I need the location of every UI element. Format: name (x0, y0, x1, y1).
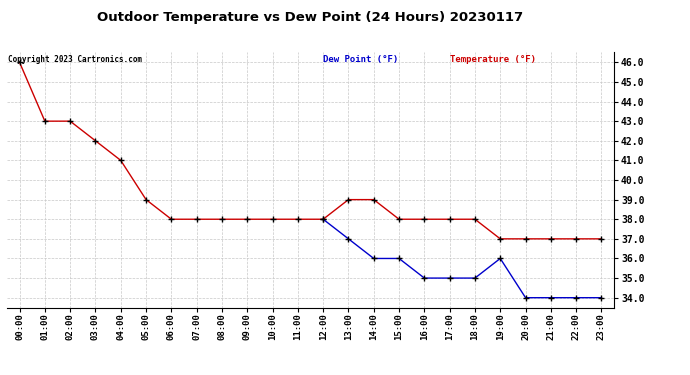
Text: Dew Point (°F): Dew Point (°F) (323, 55, 398, 64)
Text: Copyright 2023 Cartronics.com: Copyright 2023 Cartronics.com (8, 55, 142, 64)
Text: Temperature (°F): Temperature (°F) (450, 55, 536, 64)
Text: Outdoor Temperature vs Dew Point (24 Hours) 20230117: Outdoor Temperature vs Dew Point (24 Hou… (97, 11, 524, 24)
